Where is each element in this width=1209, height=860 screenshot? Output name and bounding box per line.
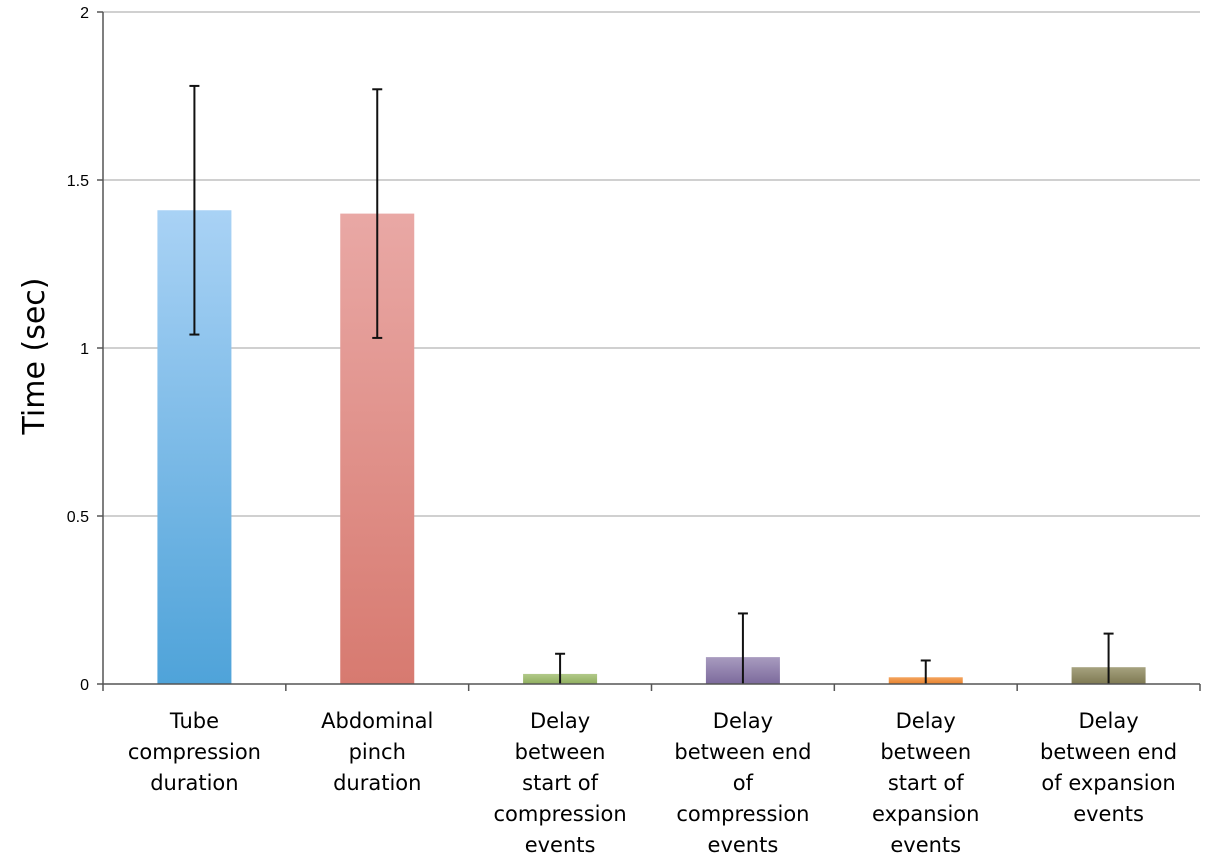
x-category-label: Delay <box>1078 709 1138 733</box>
x-category-label: Delay <box>896 709 956 733</box>
x-category-labels: Tube compression duration Abdominal pinch dur… <box>128 709 1177 857</box>
x-category-label: between end <box>1040 740 1177 764</box>
axes <box>97 11 1201 691</box>
x-category-label: Delay <box>713 709 773 733</box>
x-category-label: start of <box>888 771 964 795</box>
x-category-label: duration <box>333 771 421 795</box>
y-tick-label: 0 <box>80 677 89 694</box>
x-category-label: pinch <box>349 740 406 764</box>
x-category-label: between <box>515 740 606 764</box>
y-tick-label: 2 <box>80 5 89 22</box>
x-category-label: events <box>890 833 961 857</box>
x-category-label: Tube <box>169 709 219 733</box>
bars <box>157 210 1146 685</box>
x-category-label: compression <box>676 802 809 826</box>
x-category-label: duration <box>150 771 238 795</box>
x-category-label: events <box>1073 802 1144 826</box>
y-tick-label: 1 <box>80 341 89 358</box>
y-tick-label: 0.5 <box>67 509 89 526</box>
x-category-label: compression <box>128 740 261 764</box>
x-category-label: between end <box>674 740 811 764</box>
x-category-label: Abdominal <box>321 709 433 733</box>
x-category-label: events <box>525 833 596 857</box>
gridlines <box>103 11 1200 517</box>
error-bars <box>189 84 1114 684</box>
y-axis-label: Time (sec) <box>17 278 52 436</box>
y-tick-label: 1.5 <box>67 173 89 190</box>
x-category-label: compression <box>494 802 627 826</box>
x-category-label: start of <box>522 771 598 795</box>
x-category-label: Delay <box>530 709 590 733</box>
x-category-label: of <box>733 771 754 795</box>
x-category-label: between <box>880 740 971 764</box>
x-category-label: expansion <box>872 802 979 826</box>
x-category-label: events <box>708 833 779 857</box>
y-tick-labels: 0 0.5 1 1.5 2 <box>67 5 89 694</box>
x-category-label: of expansion <box>1041 771 1175 795</box>
